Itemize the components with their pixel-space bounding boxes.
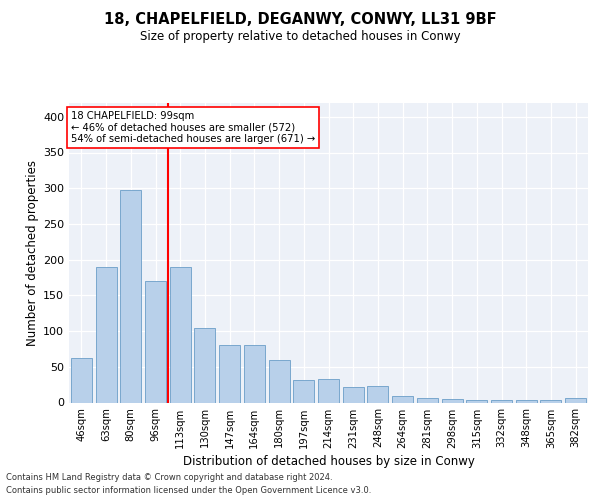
Text: Contains public sector information licensed under the Open Government Licence v3: Contains public sector information licen… bbox=[6, 486, 371, 495]
Text: Size of property relative to detached houses in Conwy: Size of property relative to detached ho… bbox=[140, 30, 460, 43]
Bar bbox=[170, 267, 191, 402]
Bar bbox=[293, 380, 314, 402]
Text: 18, CHAPELFIELD, DEGANWY, CONWY, LL31 9BF: 18, CHAPELFIELD, DEGANWY, CONWY, LL31 9B… bbox=[104, 12, 496, 28]
Text: 18 CHAPELFIELD: 99sqm
← 46% of detached houses are smaller (572)
54% of semi-det: 18 CHAPELFIELD: 99sqm ← 46% of detached … bbox=[71, 111, 315, 144]
Bar bbox=[120, 190, 141, 402]
Bar bbox=[516, 400, 537, 402]
Bar bbox=[71, 358, 92, 403]
Bar bbox=[318, 379, 339, 402]
Bar bbox=[145, 281, 166, 402]
Text: Contains HM Land Registry data © Crown copyright and database right 2024.: Contains HM Land Registry data © Crown c… bbox=[6, 474, 332, 482]
Bar bbox=[95, 267, 116, 402]
Bar bbox=[541, 400, 562, 402]
Bar bbox=[417, 398, 438, 402]
Bar bbox=[343, 387, 364, 402]
Bar bbox=[491, 400, 512, 402]
Bar bbox=[442, 399, 463, 402]
Bar bbox=[466, 400, 487, 402]
Bar bbox=[392, 396, 413, 402]
Bar bbox=[565, 398, 586, 402]
Bar bbox=[219, 346, 240, 403]
Bar bbox=[194, 328, 215, 402]
Bar bbox=[244, 346, 265, 403]
X-axis label: Distribution of detached houses by size in Conwy: Distribution of detached houses by size … bbox=[182, 454, 475, 468]
Y-axis label: Number of detached properties: Number of detached properties bbox=[26, 160, 39, 346]
Bar bbox=[269, 360, 290, 403]
Bar bbox=[367, 386, 388, 402]
